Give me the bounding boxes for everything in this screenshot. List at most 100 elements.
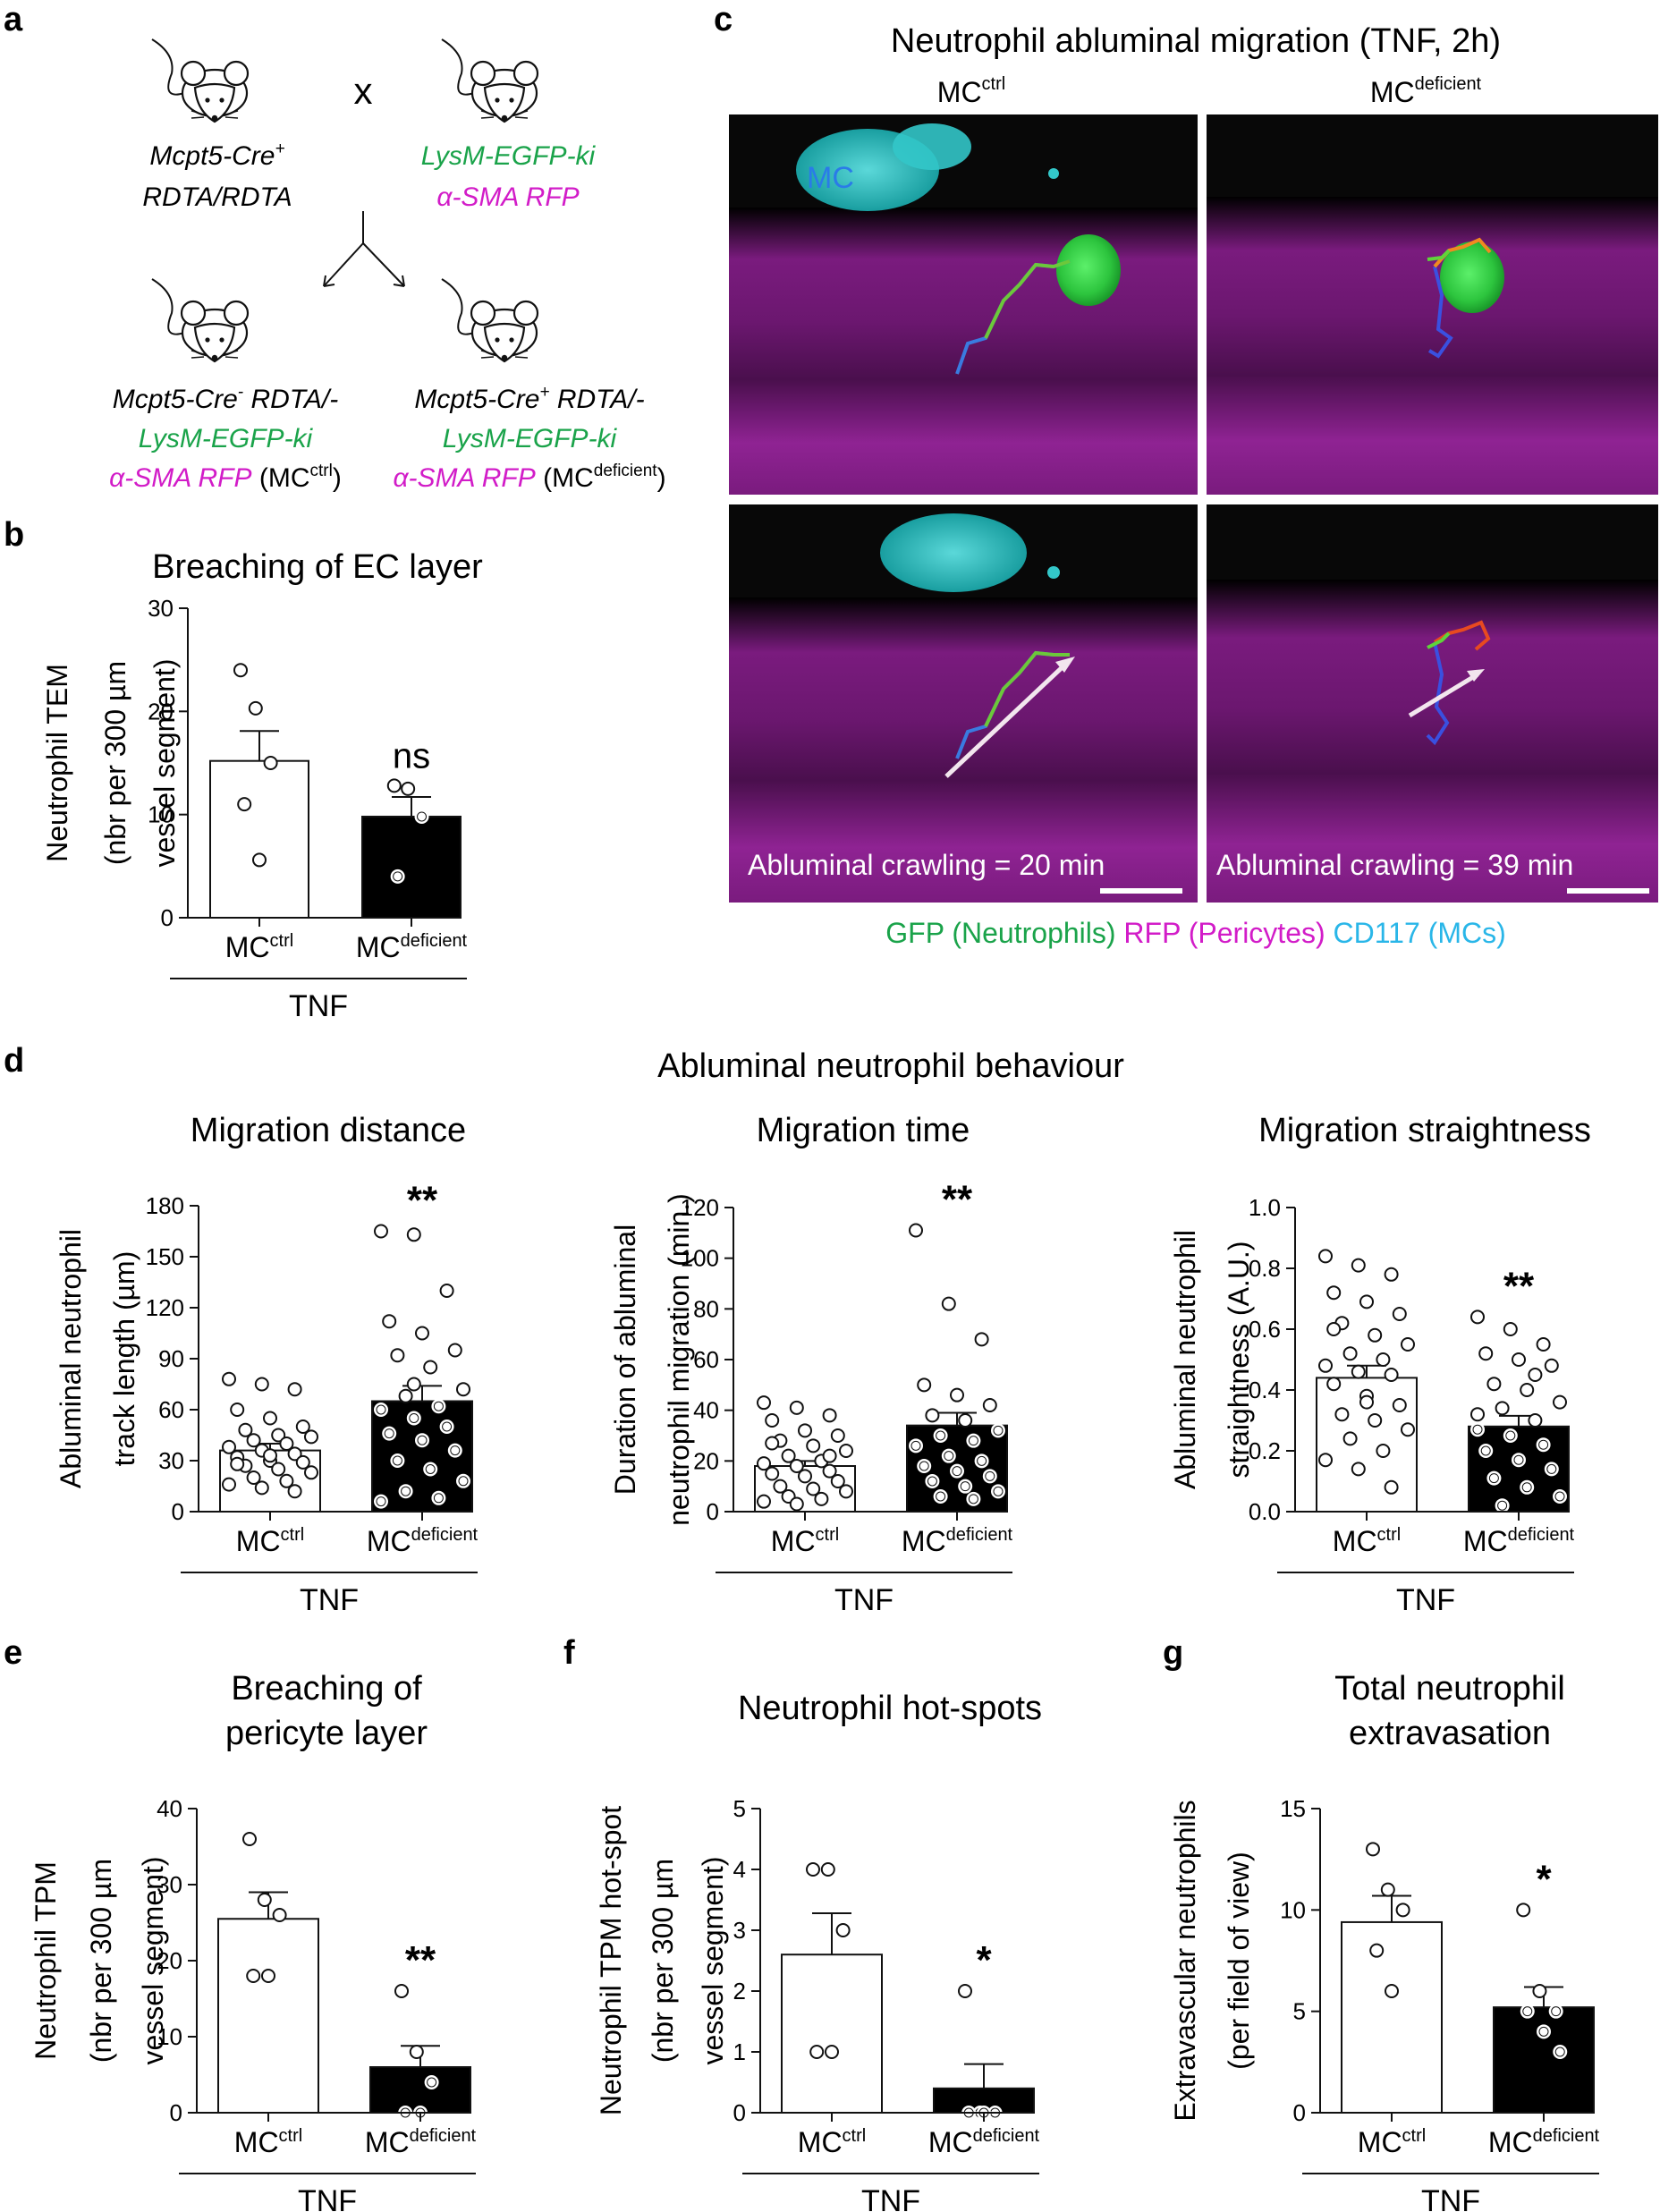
y-tick-label: 90 [158,1345,184,1372]
data-point [1401,1422,1415,1437]
data-point-core [1488,1473,1499,1484]
y-tick-label: 10 [1280,1896,1306,1923]
treatment-label: TNF [1421,2184,1480,2212]
mouse-icon [440,277,539,363]
y-tick-label: 0.8 [1249,1255,1281,1282]
data-point [765,1466,780,1481]
chart-b-1: Breaching of EC layer 0 10 20 30 Neutrophil T… [41,548,483,1023]
parent2-genotype-line2: α-SMA RFP [436,182,579,212]
data-point-core [1522,2006,1533,2017]
data-point [1495,1401,1510,1416]
category-label: MCdeficient [367,1525,479,1557]
y-tick-label: 5 [733,1795,746,1822]
data-point [246,1969,261,1983]
data-point [757,1395,771,1411]
data-point [1528,1368,1543,1382]
category-label: MCdeficient [928,2126,1040,2158]
data-point [1351,1364,1366,1379]
data-point [1384,1267,1399,1282]
data-point [287,1484,302,1499]
mast-cell-label: MC [807,161,854,195]
data-point-core [425,1464,436,1474]
data-point [830,1474,845,1488]
data-point [822,1448,837,1463]
data-point [394,1984,409,1998]
data-point-core [1497,1500,1508,1511]
category-label: MCdeficient [1488,2126,1600,2158]
data-point [401,781,416,796]
data-point [1318,1453,1333,1468]
data-point [409,2045,424,2059]
data-point [1470,1407,1485,1422]
mouse-icon [440,38,539,123]
data-point [272,1908,287,1922]
data-point [1326,1285,1342,1301]
data-point [1486,1377,1502,1392]
chart-title: Migration time [757,1112,970,1149]
micrograph-ctrl-top: MC [729,114,1198,495]
y-axis-label: Abluminal neutrophil [55,1229,87,1488]
y-tick-label: 10 [148,801,174,828]
y-tick-label: 0 [1293,2099,1306,2126]
chart-e-5: Breaching of pericyte layer 0 10 20 30 40 Neutr… [30,1670,477,2212]
data-point-core [960,1481,970,1492]
micrograph-ctrl-bottom: Abluminal crawling = 20 min [729,504,1198,903]
data-point [925,1408,940,1423]
data-point-core [433,1401,444,1411]
chart-title: extravasation [1349,1715,1551,1752]
chart-d-2: Migration distance 0 30 60 90 120 150 180 Ablumi… [55,1112,479,1617]
crawling-caption-deficient: Abluminal crawling = 39 min [1216,849,1573,881]
category-label: MCdeficient [365,2126,477,2158]
significance-label: ** [942,1178,973,1222]
data-point-core [427,2077,437,2088]
data-point [1385,1984,1399,1998]
y-tick-label: 20 [157,1947,182,1974]
category-label: MCdeficient [356,931,468,963]
data-point [1503,1322,1518,1336]
data-point-core [1538,2026,1549,2037]
child2-reporter2: α-SMA RFP (MCdeficient) [393,462,665,493]
y-axis-label: (nbr per 300 µm [85,1859,117,2063]
displacement-arrow [1408,672,1479,718]
y-tick-label: 120 [146,1294,184,1321]
data-point [304,1429,318,1445]
data-point-core [977,1455,987,1466]
data-point-core [417,811,428,822]
category-label: MCctrl [771,1525,839,1557]
y-tick-label: 20 [693,1447,719,1474]
y-tick-label: 30 [158,1447,184,1474]
data-point [839,1444,853,1458]
data-point [456,1382,470,1397]
data-point [820,1862,835,1877]
data-point [958,1984,972,1998]
y-tick-label: 3 [733,1917,746,1944]
data-point [271,1428,286,1443]
data-point-core [936,1491,946,1502]
data-point-core [1554,1491,1565,1502]
data-point [447,1343,462,1358]
y-tick-label: 100 [681,1245,719,1272]
child1-genotype: Mcpt5-Cre- RDTA/- [113,383,338,414]
data-point [781,1448,796,1463]
data-point [295,1454,310,1470]
child2-genotype: Mcpt5-Cre+ RDTA/- [414,383,644,414]
data-point [304,1465,318,1480]
panel-letter-c: c [714,1,733,38]
data-point-core [384,1428,394,1439]
mouse-icon [150,38,250,123]
data-point [835,1923,851,1937]
data-point [246,1433,261,1448]
y-tick-label: 60 [158,1396,184,1423]
y-tick-label: 30 [157,1871,182,1898]
data-point [287,1446,302,1462]
y-tick-label: 2 [733,1978,746,2004]
scale-bar [1100,888,1182,894]
data-point [246,1470,261,1485]
data-point-core [417,1435,428,1445]
micrograph-deficient-top [1207,114,1658,495]
data-point [222,1477,236,1492]
data-point [1351,1462,1366,1477]
data-point [950,1387,964,1403]
y-tick-label: 0 [170,2099,182,2126]
data-point [809,2045,825,2059]
